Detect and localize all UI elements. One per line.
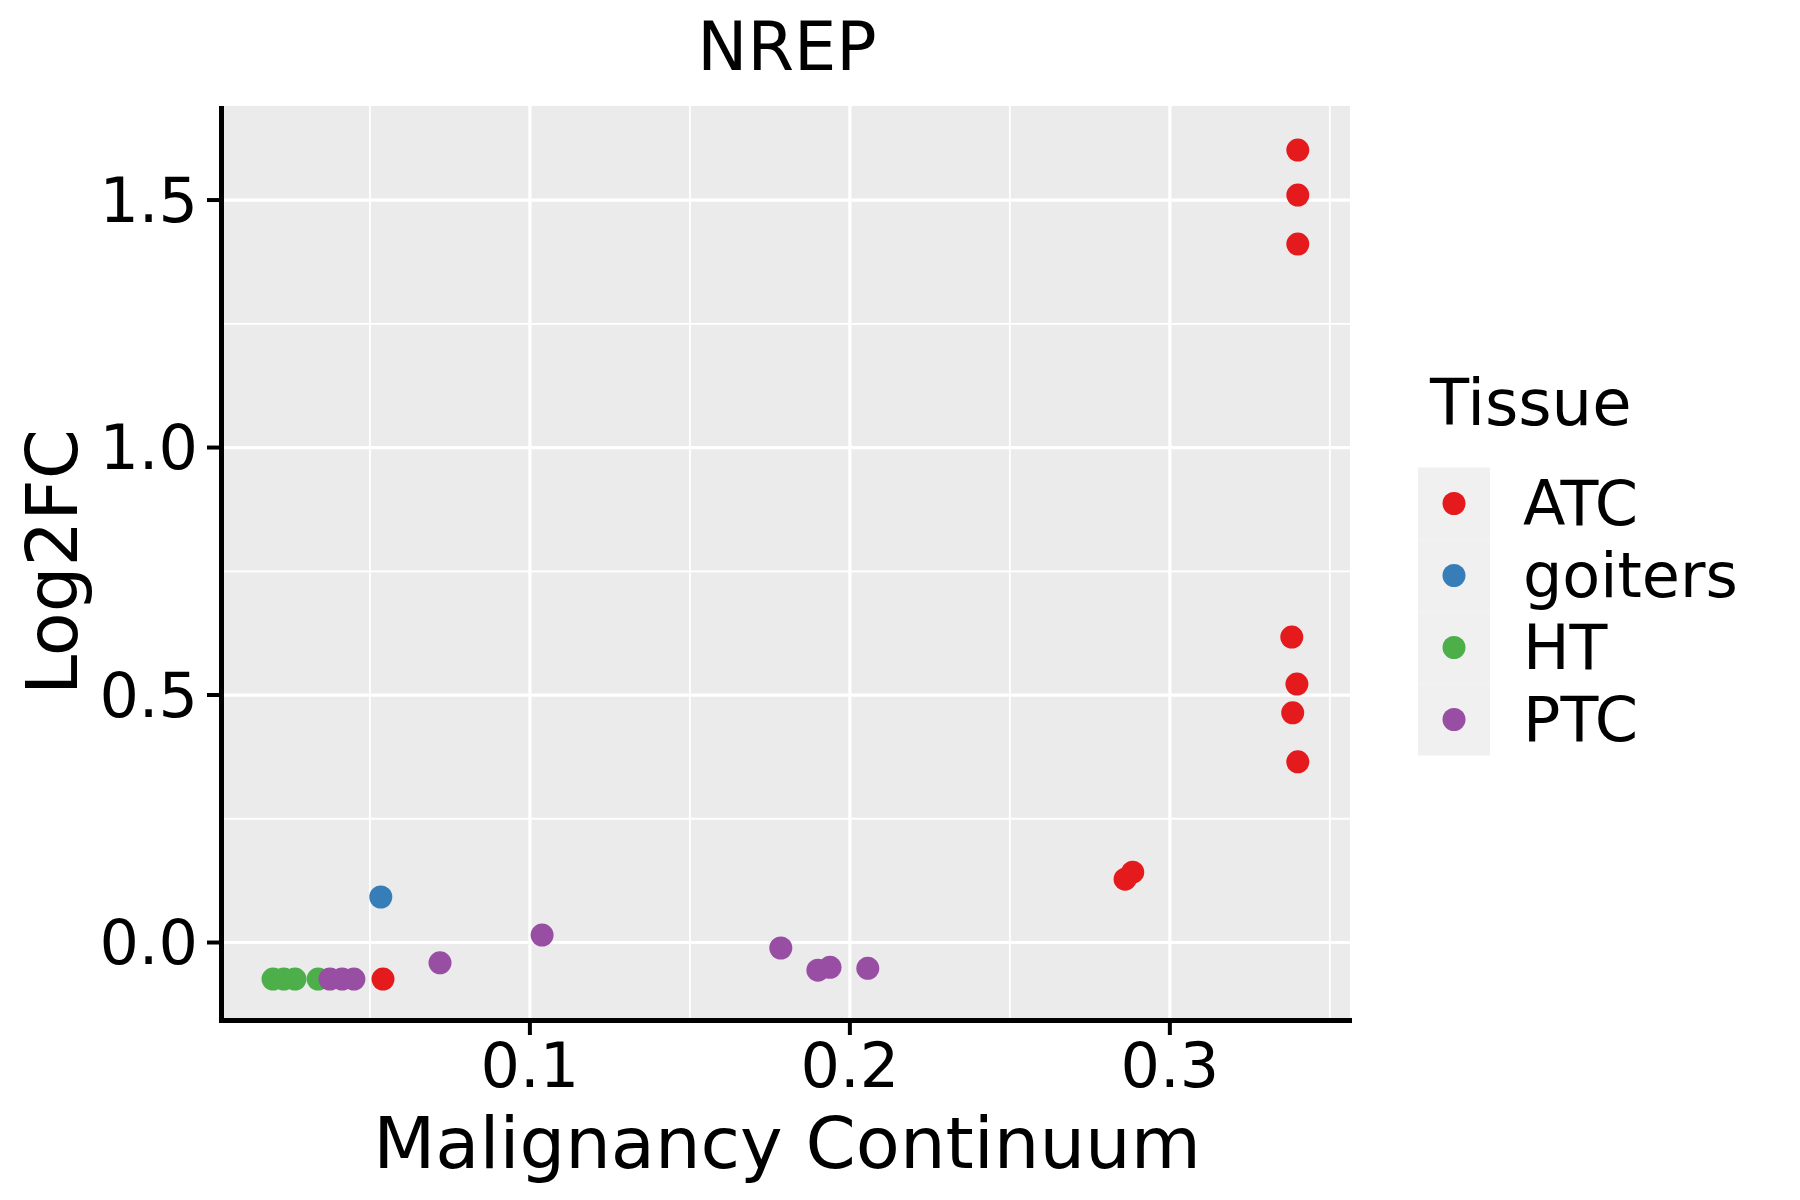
plot-title: NREP [697, 8, 876, 86]
legend-label-ATC: ATC [1523, 467, 1638, 540]
point-goiters [369, 886, 392, 909]
point-PTC [819, 956, 842, 979]
legend-key-dot-goiters [1443, 564, 1466, 587]
legend-label-PTC: PTC [1523, 683, 1638, 756]
legend-key-dot-HT [1443, 636, 1466, 659]
x-tick-label: 0.3 [1121, 1029, 1220, 1102]
point-PTC [531, 924, 554, 947]
legend-label-goiters: goiters [1523, 539, 1738, 612]
point-ATC [1286, 750, 1309, 773]
point-ATC [1280, 626, 1303, 649]
legend-key-dot-ATC [1443, 492, 1466, 515]
legend-keys: ATCgoitersHTPTC [1418, 467, 1738, 756]
y-tick-label: 1.0 [99, 411, 198, 484]
plot-panel [224, 106, 1350, 1018]
y-tick-labels: 0.0 0.5 1.0 1.5 [99, 164, 198, 979]
legend: Tissue ATCgoitersHTPTC [1418, 366, 1738, 756]
point-PTC [429, 951, 452, 974]
point-ATC [1114, 868, 1137, 891]
y-axis-title: Log2FC [10, 429, 94, 695]
y-tick-label: 0.0 [99, 906, 198, 979]
x-axis-title: Malignancy Continuum [373, 1101, 1201, 1185]
point-ATC [1281, 701, 1304, 724]
y-tick-label: 0.5 [99, 659, 198, 732]
x-tick-labels: 0.1 0.2 0.3 [481, 1029, 1220, 1102]
point-ATC [1286, 233, 1309, 256]
x-tick-label: 0.1 [481, 1029, 580, 1102]
y-tick-marks [207, 200, 219, 942]
point-ATC [1286, 139, 1309, 162]
point-ATC [1285, 673, 1308, 696]
legend-label-HT: HT [1523, 611, 1609, 684]
point-HT [284, 968, 307, 991]
legend-key-dot-PTC [1443, 708, 1466, 731]
point-PTC [342, 968, 365, 991]
y-tick-label: 1.5 [99, 164, 198, 237]
legend-title: Tissue [1429, 366, 1632, 440]
point-PTC [856, 957, 879, 980]
scatter-plot: 0.1 0.2 0.3 0.0 0.5 1.0 1.5 NREP Malignancy C… [0, 0, 1800, 1200]
point-ATC [372, 968, 395, 991]
x-tick-label: 0.2 [801, 1029, 900, 1102]
point-PTC [769, 937, 792, 960]
point-ATC [1286, 184, 1309, 207]
